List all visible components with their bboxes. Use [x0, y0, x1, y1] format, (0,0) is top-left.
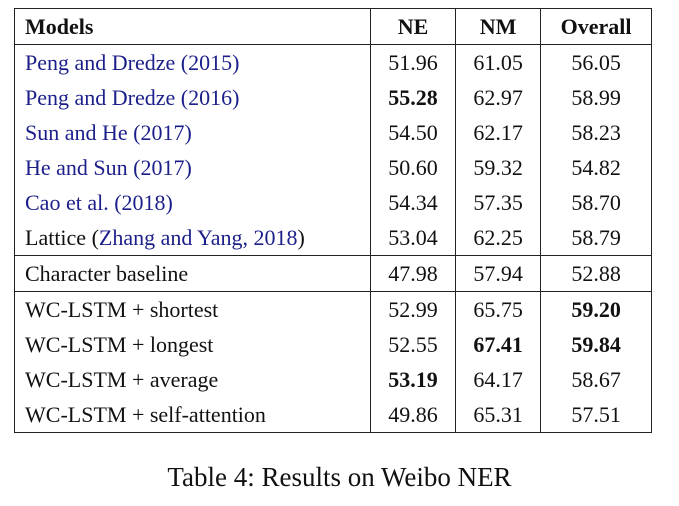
model-cell: He and Sun (2017)	[14, 150, 371, 185]
score-cell: 58.23	[540, 115, 652, 150]
citation: Cao et al. (2018)	[25, 189, 173, 215]
score-cell: 58.79	[540, 220, 652, 256]
score-cell: 54.50	[369, 115, 457, 150]
header-cell: NM	[455, 8, 542, 45]
score-cell: 54.34	[369, 185, 457, 220]
model-name: Character baseline	[25, 260, 189, 286]
score-cell: 52.99	[369, 291, 457, 327]
table-row: Sun and He (2017) 54.50 62.17 58.23	[14, 115, 652, 150]
score-cell: 64.17	[455, 362, 542, 397]
table-row: WC-LSTM + longest 52.55 67.41 59.84	[14, 327, 652, 362]
model-cell: WC-LSTM + shortest	[14, 291, 371, 327]
model-cell: WC-LSTM + self-attention	[14, 397, 371, 433]
model-cell: Sun and He (2017)	[14, 115, 371, 150]
score-cell: 58.67	[540, 362, 652, 397]
score-cell: 57.35	[455, 185, 542, 220]
table-row: Peng and Dredze (2016) 55.28 62.97 58.99	[14, 80, 652, 115]
score-cell: 56.05	[540, 44, 652, 80]
score-cell: 47.98	[369, 255, 457, 292]
header-cell: NE	[369, 8, 457, 45]
model-cell: WC-LSTM + longest	[14, 327, 371, 362]
caption: Table 4: Results on Weibo NER	[167, 462, 512, 492]
citation: Peng and Dredze (2016)	[25, 84, 240, 110]
table-row: Peng and Dredze (2015) 51.96 61.05 56.05	[14, 44, 652, 80]
score-cell: 57.51	[540, 397, 652, 433]
model-name: )	[297, 224, 305, 250]
table-row: WC-LSTM + average 53.19 64.17 58.67	[14, 362, 652, 397]
citation: Sun and He (2017)	[25, 119, 192, 145]
score-cell: 53.19	[369, 362, 457, 397]
score-cell: 59.20	[540, 291, 652, 327]
score-cell: 62.25	[455, 220, 542, 256]
results-table: Models NE NM Overall Peng and Dredze (2015)…	[14, 8, 652, 433]
model-name: WC-LSTM + average	[25, 366, 219, 392]
citation: Peng and Dredze (2015)	[25, 49, 240, 75]
score-cell: 58.70	[540, 185, 652, 220]
score-cell: 51.96	[369, 44, 457, 80]
score-cell: 54.82	[540, 150, 652, 185]
model-cell: Peng and Dredze (2015)	[14, 44, 371, 80]
header-row: Models NE NM Overall	[14, 8, 652, 45]
score-cell: 52.88	[540, 255, 652, 292]
table-row: WC-LSTM + self-attention 49.86 65.31 57.51	[14, 397, 652, 433]
table-row: Character baseline 47.98 57.94 52.88	[14, 255, 652, 292]
table-row: Lattice (Zhang and Yang, 2018) 53.04 62.25…	[14, 220, 652, 256]
score-cell: 50.60	[369, 150, 457, 185]
model-name: WC-LSTM + self-attention	[25, 401, 266, 427]
model-name: Lattice (	[25, 224, 99, 250]
table-row: He and Sun (2017) 50.60 59.32 54.82	[14, 150, 652, 185]
model-name: WC-LSTM + shortest	[25, 296, 219, 322]
score-cell: 49.86	[369, 397, 457, 433]
citation: He and Sun (2017)	[25, 154, 192, 180]
model-cell: Character baseline	[14, 255, 371, 292]
score-cell: 52.55	[369, 327, 457, 362]
score-cell: 58.99	[540, 80, 652, 115]
model-cell: Cao et al. (2018)	[14, 185, 371, 220]
citation: Zhang and Yang, 2018	[98, 224, 298, 250]
table-row: WC-LSTM + shortest 52.99 65.75 59.20	[14, 291, 652, 327]
model-name: WC-LSTM + longest	[25, 331, 214, 357]
score-cell: 57.94	[455, 255, 542, 292]
score-cell: 62.17	[455, 115, 542, 150]
header-cell: Models	[14, 8, 371, 45]
score-cell: 55.28	[369, 80, 457, 115]
score-cell: 65.75	[455, 291, 542, 327]
score-cell: 61.05	[455, 44, 542, 80]
table-body: Peng and Dredze (2015) 51.96 61.05 56.05 Pen…	[14, 44, 652, 433]
score-cell: 59.84	[540, 327, 652, 362]
score-cell: 62.97	[455, 80, 542, 115]
table-row: Cao et al. (2018) 54.34 57.35 58.70	[14, 185, 652, 220]
model-cell: Lattice (Zhang and Yang, 2018)	[14, 220, 371, 256]
model-cell: WC-LSTM + average	[14, 362, 371, 397]
score-cell: 67.41	[455, 327, 542, 362]
score-cell: 65.31	[455, 397, 542, 433]
model-cell: Peng and Dredze (2016)	[14, 80, 371, 115]
header-cell: Overall	[540, 8, 652, 45]
score-cell: 53.04	[369, 220, 457, 256]
table-head: Models NE NM Overall	[14, 8, 652, 45]
score-cell: 59.32	[455, 150, 542, 185]
